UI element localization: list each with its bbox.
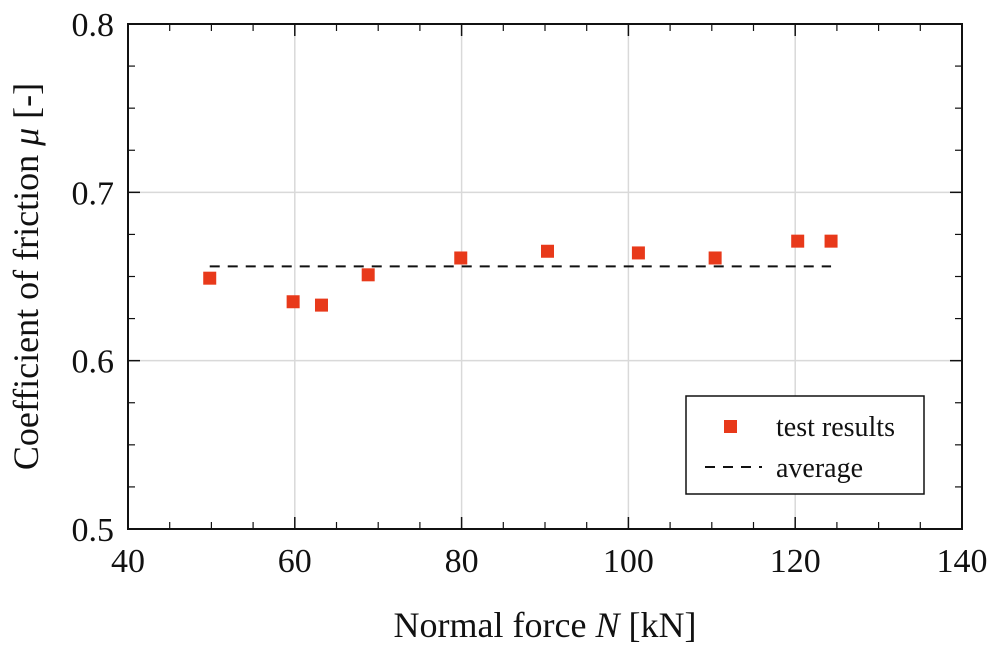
y-tick-labels: 0.5 0.6 0.7 0.8 <box>72 7 115 549</box>
x-tick-label: 120 <box>770 543 821 580</box>
x-axis-label-prefix: Normal force <box>394 605 596 645</box>
plot-frame <box>127 23 963 530</box>
data-point <box>631 246 645 260</box>
y-tick-label: 0.5 <box>72 512 115 549</box>
y-axis-label: Coefficient of friction μ [-] <box>6 83 46 470</box>
y-axis-label-symbol: μ <box>6 128 46 147</box>
x-axis-label-suffix: [kN] <box>619 605 696 645</box>
x-axis-label: Normal force N [kN] <box>394 605 697 645</box>
legend-label-test-results: test results <box>776 412 895 443</box>
series-layer <box>203 234 838 312</box>
data-point <box>791 234 805 248</box>
legend: test results average <box>685 395 925 495</box>
data-point <box>314 298 328 312</box>
data-point <box>824 234 838 248</box>
y-tick-label: 0.8 <box>72 7 115 44</box>
x-tick-label: 80 <box>445 543 479 580</box>
y-tick-label: 0.7 <box>72 175 115 212</box>
x-tick-label: 60 <box>278 543 312 580</box>
x-tick-label: 40 <box>111 543 145 580</box>
data-point <box>361 268 375 282</box>
legend-marker-test-results <box>724 420 737 433</box>
data-point <box>203 271 217 285</box>
x-tick-label: 100 <box>603 543 654 580</box>
data-point <box>454 251 468 265</box>
y-tick-label: 0.6 <box>72 344 115 381</box>
x-tick-label: 140 <box>937 543 988 580</box>
data-point <box>708 251 722 265</box>
data-point <box>541 244 555 258</box>
minor-ticks <box>128 24 962 529</box>
y-axis-label-suffix: [-] <box>6 83 46 128</box>
legend-label-average: average <box>776 453 863 484</box>
x-axis-label-symbol: N <box>594 605 621 645</box>
x-tick-labels: 40 60 80 100 120 140 <box>111 543 988 580</box>
data-point <box>286 295 300 309</box>
y-axis-label-prefix: Coefficient of friction <box>6 146 46 470</box>
legend-box <box>685 395 925 495</box>
